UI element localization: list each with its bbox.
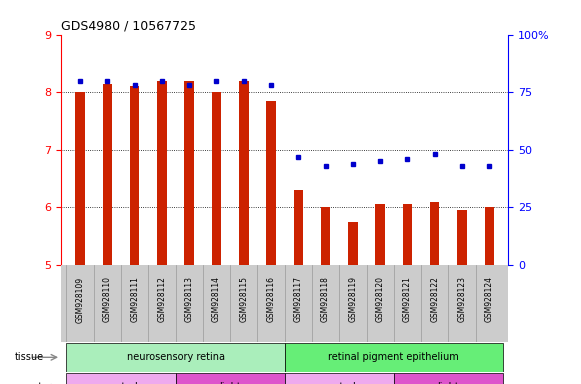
- Text: GSM928119: GSM928119: [349, 276, 357, 323]
- Text: neurosensory retina: neurosensory retina: [127, 352, 225, 362]
- Bar: [348, 222, 358, 265]
- Bar: [485, 207, 494, 265]
- Bar: [394, 373, 503, 384]
- Text: control: control: [322, 382, 356, 384]
- Bar: [293, 190, 303, 265]
- Bar: [66, 343, 285, 372]
- Bar: [66, 373, 175, 384]
- Text: GSM928121: GSM928121: [403, 276, 412, 322]
- Bar: [457, 210, 467, 265]
- Text: GSM928117: GSM928117: [294, 276, 303, 323]
- Text: agent: agent: [15, 382, 43, 384]
- Bar: [103, 84, 112, 265]
- Text: control: control: [104, 382, 138, 384]
- Text: GSM928118: GSM928118: [321, 276, 330, 322]
- Bar: [76, 92, 85, 265]
- Text: GSM928110: GSM928110: [103, 276, 112, 323]
- Text: retinal pigment epithelium: retinal pigment epithelium: [328, 352, 459, 362]
- Text: GSM928111: GSM928111: [130, 276, 139, 322]
- Text: GSM928122: GSM928122: [430, 276, 439, 322]
- Text: GSM928109: GSM928109: [76, 276, 85, 323]
- Text: GSM928116: GSM928116: [267, 276, 275, 323]
- Bar: [184, 81, 194, 265]
- Bar: [211, 92, 221, 265]
- Text: GSM928120: GSM928120: [376, 276, 385, 323]
- Text: light: light: [437, 382, 459, 384]
- Bar: [430, 202, 439, 265]
- Text: GSM928115: GSM928115: [239, 276, 248, 323]
- Text: light: light: [219, 382, 241, 384]
- Text: tissue: tissue: [15, 352, 44, 362]
- Text: GSM928114: GSM928114: [212, 276, 221, 323]
- Bar: [239, 81, 249, 265]
- Bar: [130, 86, 139, 265]
- Bar: [266, 101, 276, 265]
- Bar: [175, 373, 285, 384]
- Text: GSM928112: GSM928112: [157, 276, 166, 322]
- Bar: [157, 81, 167, 265]
- Bar: [285, 373, 394, 384]
- Text: GDS4980 / 10567725: GDS4980 / 10567725: [61, 20, 196, 33]
- Bar: [403, 205, 412, 265]
- Text: GSM928124: GSM928124: [485, 276, 494, 323]
- Bar: [375, 205, 385, 265]
- Text: GSM928123: GSM928123: [457, 276, 467, 323]
- Text: GSM928113: GSM928113: [185, 276, 193, 323]
- Bar: [321, 207, 331, 265]
- Bar: [285, 343, 503, 372]
